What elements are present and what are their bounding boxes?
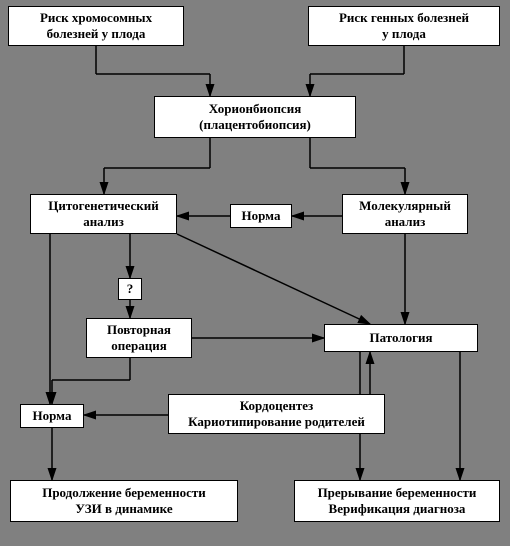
node-mol-l2: анализ bbox=[385, 214, 426, 230]
node-risk_gene-l1: Риск генных болезней bbox=[339, 10, 469, 26]
node-chorion-l2: (плацентобиопсия) bbox=[199, 117, 311, 133]
node-stop-l1: Прерывание беременности bbox=[318, 485, 477, 501]
node-pathology: Патология bbox=[324, 324, 478, 352]
node-norma_low: Норма bbox=[20, 404, 84, 428]
node-norma_mid-l1: Норма bbox=[242, 208, 281, 224]
node-norma_mid: Норма bbox=[230, 204, 292, 228]
edge-17 bbox=[177, 234, 370, 324]
node-mol-l1: Молекулярный bbox=[359, 198, 451, 214]
node-stop: Прерывание беременностиВерификация диагн… bbox=[294, 480, 500, 522]
node-risk_chrom-l2: болезней у плода bbox=[47, 26, 146, 42]
node-risk_gene: Риск генных болезнейу плода bbox=[308, 6, 500, 46]
node-cont: Продолжение беременностиУЗИ в динамике bbox=[10, 480, 238, 522]
node-chorion: Хорионбиопсия(плацентобиопсия) bbox=[154, 96, 356, 138]
node-q: ? bbox=[118, 278, 142, 300]
node-cyto: Цитогенетическийанализ bbox=[30, 194, 177, 234]
node-cont-l2: УЗИ в динамике bbox=[75, 501, 172, 517]
node-cyto-l2: анализ bbox=[83, 214, 124, 230]
node-stop-l2: Верификация диагноза bbox=[329, 501, 466, 517]
node-norma_low-l1: Норма bbox=[33, 408, 72, 424]
node-repeat-l2: операция bbox=[111, 338, 167, 354]
node-risk_chrom-l1: Риск хромосомных bbox=[40, 10, 152, 26]
node-cordo-l2: Кариотипирование родителей bbox=[188, 414, 365, 430]
node-repeat: Повторнаяоперация bbox=[86, 318, 192, 358]
node-risk_chrom: Риск хромосомныхболезней у плода bbox=[8, 6, 184, 46]
node-cordo-l1: Кордоцентез bbox=[240, 398, 314, 414]
node-cont-l1: Продолжение беременности bbox=[42, 485, 206, 501]
node-cordo: КордоцентезКариотипирование родителей bbox=[168, 394, 385, 434]
node-chorion-l1: Хорионбиопсия bbox=[209, 101, 301, 117]
node-pathology-l1: Патология bbox=[369, 330, 432, 346]
node-repeat-l1: Повторная bbox=[107, 322, 171, 338]
node-cyto-l1: Цитогенетический bbox=[48, 198, 158, 214]
node-risk_gene-l2: у плода bbox=[382, 26, 426, 42]
node-mol: Молекулярныйанализ bbox=[342, 194, 468, 234]
node-q-l1: ? bbox=[127, 281, 134, 297]
